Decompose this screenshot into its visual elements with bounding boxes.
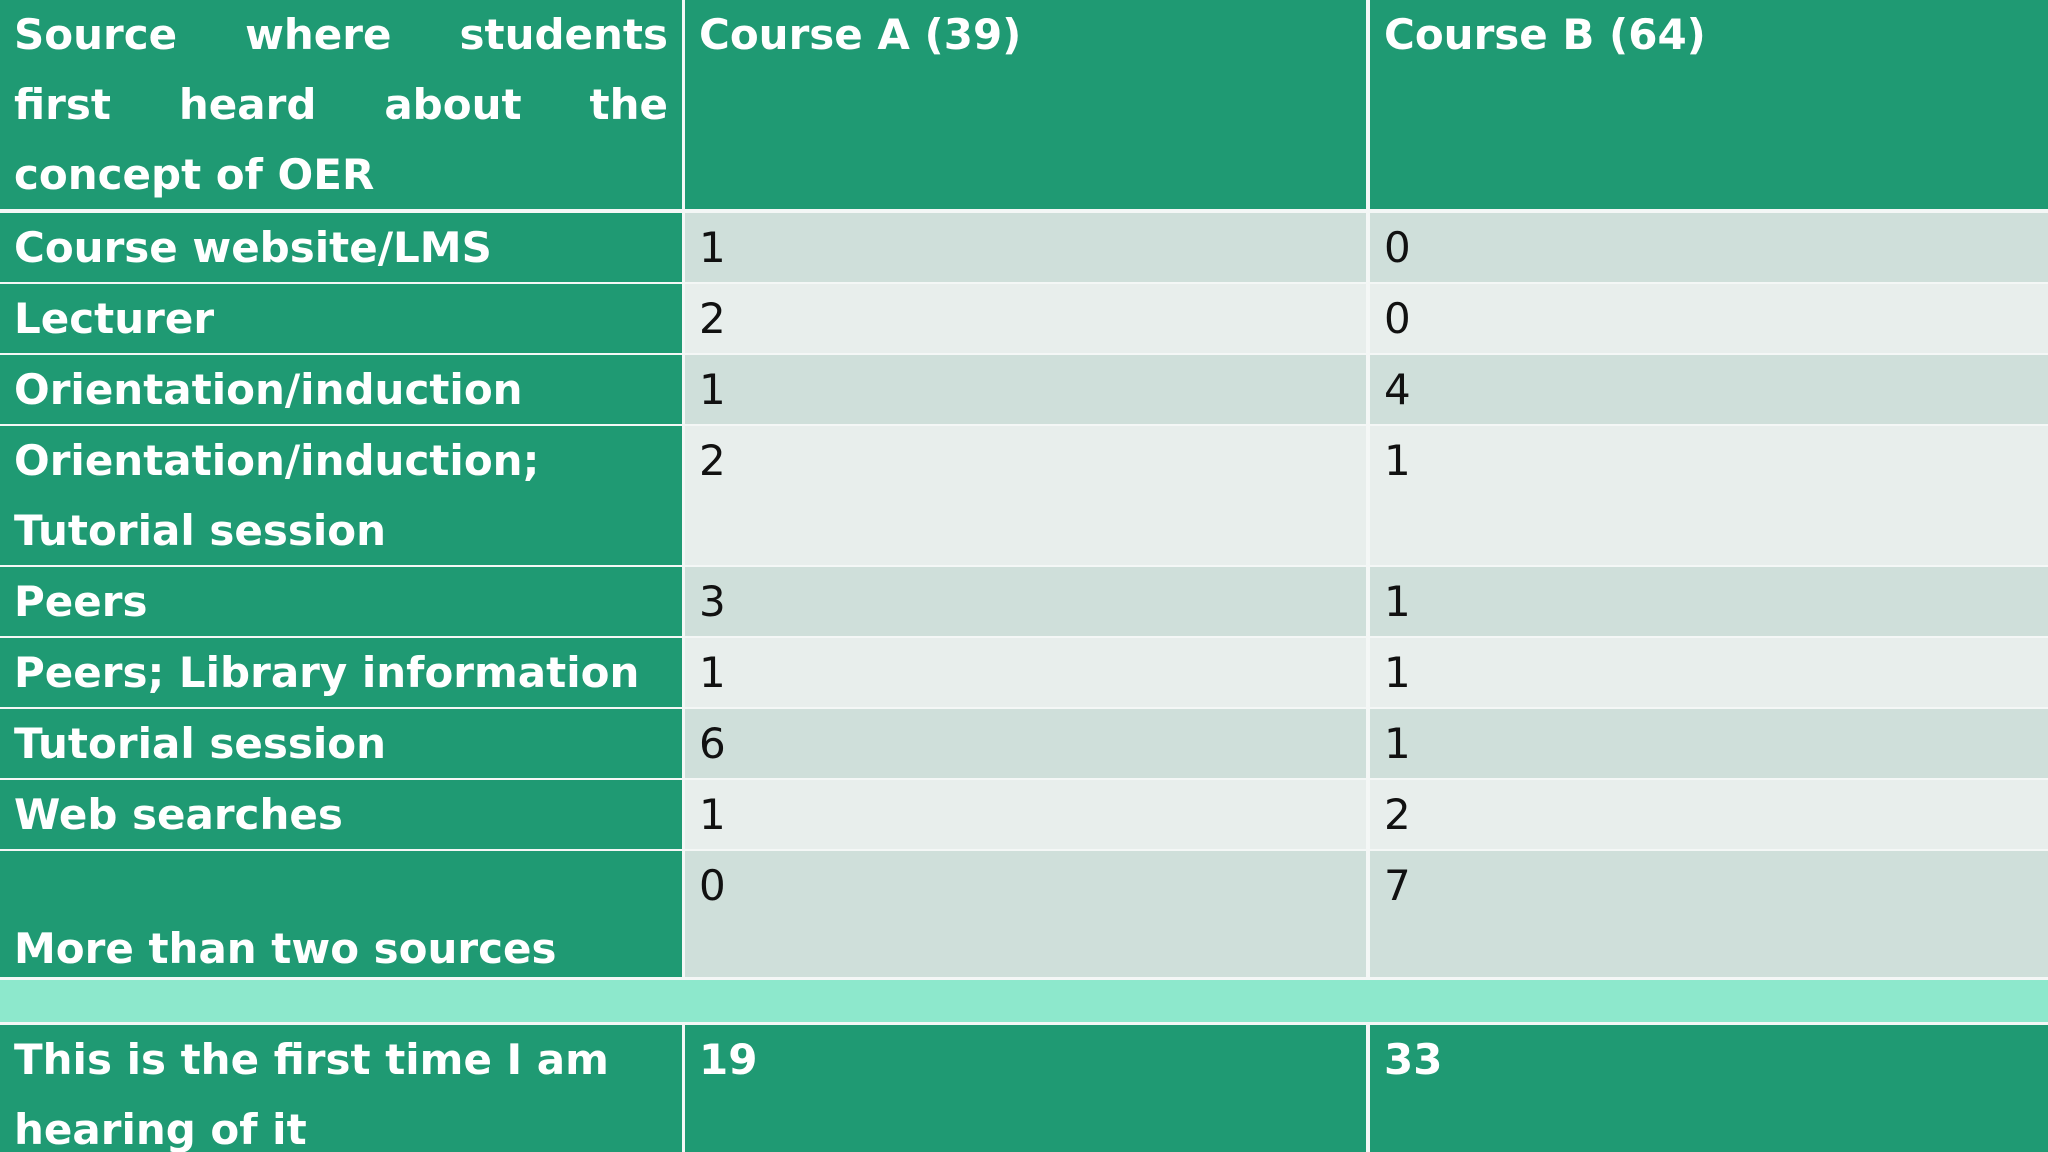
row-label: Peers; Library information — [0, 638, 682, 707]
value-cell: 0 — [1370, 284, 2048, 353]
row-label: Web searches — [0, 780, 682, 849]
row-label: Tutorial session — [0, 709, 682, 778]
row-label: Lecturer — [0, 284, 682, 353]
value-cell: 1 — [1370, 426, 2048, 565]
value-cell: 6 — [685, 709, 1366, 778]
header-cell: Course A (39) — [685, 0, 1366, 209]
value-cell: 2 — [685, 426, 1366, 565]
row-label: More than two sources — [0, 851, 682, 977]
value-cell: 0 — [1370, 213, 2048, 282]
value-cell: 1 — [685, 638, 1366, 707]
row-label: Peers — [0, 567, 682, 636]
value-cell: 1 — [685, 355, 1366, 424]
value-cell: 1 — [1370, 638, 2048, 707]
value-cell: 4 — [1370, 355, 2048, 424]
header-cell: Source where students first heard about … — [0, 0, 682, 209]
footer-cell: 33 — [1370, 1025, 2048, 1152]
separator-band — [0, 980, 2048, 1022]
value-cell: 1 — [1370, 567, 2048, 636]
row-label: Orientation/induction — [0, 355, 682, 424]
value-cell: 0 — [685, 851, 1366, 977]
value-cell: 7 — [1370, 851, 2048, 977]
row-label: Course website/LMS — [0, 213, 682, 282]
footer-cell: 19 — [685, 1025, 1366, 1152]
value-cell: 3 — [685, 567, 1366, 636]
header-cell: Course B (64) — [1370, 0, 2048, 209]
value-cell: 2 — [1370, 780, 2048, 849]
value-cell: 1 — [1370, 709, 2048, 778]
value-cell: 1 — [685, 213, 1366, 282]
value-cell: 2 — [685, 284, 1366, 353]
value-cell: 1 — [685, 780, 1366, 849]
row-label: Orientation/induction; Tutorial session — [0, 426, 682, 565]
footer-cell: This is the first time I am hearing of i… — [0, 1025, 682, 1152]
